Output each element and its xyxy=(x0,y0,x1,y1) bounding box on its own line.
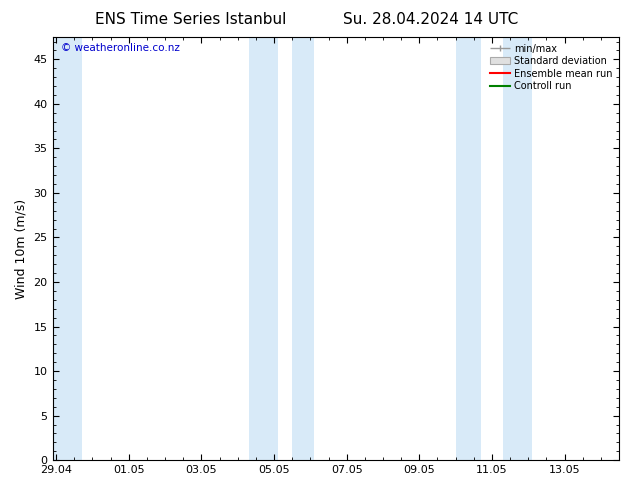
Text: ENS Time Series Istanbul: ENS Time Series Istanbul xyxy=(94,12,286,27)
Bar xyxy=(503,37,532,460)
Bar xyxy=(456,37,481,460)
Bar xyxy=(53,37,82,460)
Text: © weatheronline.co.nz: © weatheronline.co.nz xyxy=(61,44,180,53)
Y-axis label: Wind 10m (m/s): Wind 10m (m/s) xyxy=(15,198,28,299)
Text: Su. 28.04.2024 14 UTC: Su. 28.04.2024 14 UTC xyxy=(344,12,519,27)
Bar xyxy=(249,37,278,460)
Bar xyxy=(292,37,314,460)
Legend: min/max, Standard deviation, Ensemble mean run, Controll run: min/max, Standard deviation, Ensemble me… xyxy=(488,42,614,93)
